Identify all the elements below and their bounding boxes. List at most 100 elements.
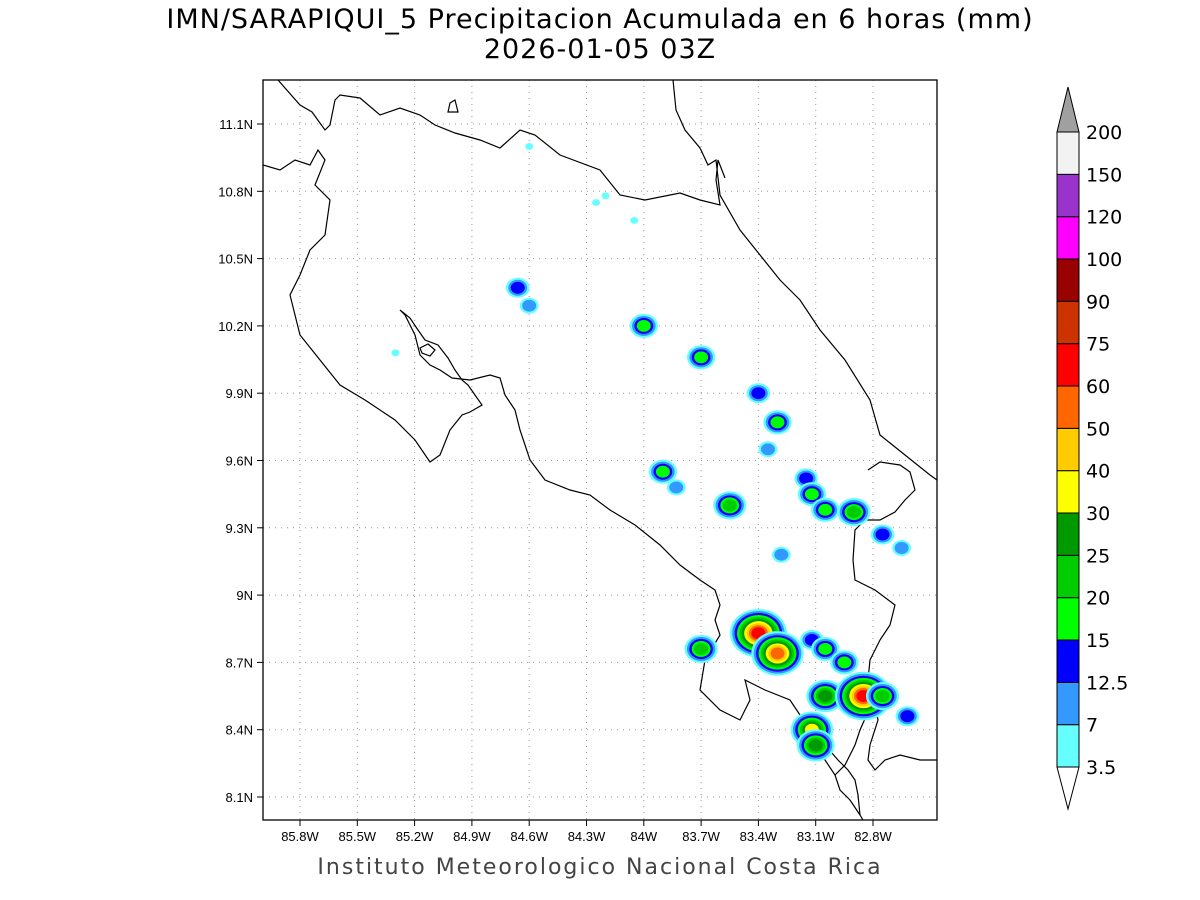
rain-cell [686,345,716,370]
rain-cell [666,479,686,496]
colorbar-swatch [1056,216,1080,260]
rain-cell [763,410,792,435]
rain-contour [818,642,833,655]
rain-contour [846,506,861,519]
rain-cell [592,199,601,206]
rain-contour [875,690,890,702]
rain-cell [771,546,791,563]
colorbar-level-label: 12.5 [1086,672,1128,694]
colorbar-level-label: 90 [1086,291,1110,313]
map-title: IMN/SARAPIQUI_5 Precipitacion Acumulada … [166,4,1034,35]
rain-contour [522,299,537,312]
rain-contour [818,503,833,516]
rain-cell [806,679,845,713]
rain-cell [892,540,912,556]
colorbar-swatch [1056,724,1080,768]
colorbar-level-label: 200 [1086,122,1122,144]
lat-tick-label: 9.6N [226,454,253,469]
rain-cell [391,349,400,357]
rain-cell [837,497,871,527]
rain-contour [694,351,709,364]
colorbar-swatch [1056,681,1080,726]
lon-tick-label: 84.3W [568,829,606,844]
rain-cell [865,681,900,711]
rain-cell [870,524,895,545]
lon-tick-label: 85.5W [339,829,377,844]
rain-contour [601,192,610,200]
lat-tick-label: 10.5N [218,252,253,267]
lon-tick-label: 85.2W [396,829,434,844]
map-subtitle-datetime: 2026-01-05 03Z [483,34,717,65]
caribbean-coast-north [672,80,937,481]
colorbar-swatch [1056,470,1080,514]
rain-contour [774,548,789,561]
lat-tick-label: 9N [236,588,253,603]
lat-tick-label: 10.2N [218,319,253,334]
rain-contour [510,281,525,294]
map-axes: 85.8W 85.5W 85.2W 84.9W 84.6W 84.3W 84W 83.7W 83… [218,117,892,844]
rain-contour [770,416,785,429]
colorbar-swatch [1056,258,1080,302]
lat-tick-label: 9.9N [226,386,253,401]
colorbar-under-arrow [1056,766,1080,811]
rain-contour [630,217,639,224]
colorbar-swatch [1056,554,1080,599]
lon-tick-label: 85.8W [281,829,319,844]
colorbar-level-label: 50 [1086,418,1110,440]
rain-contour [837,656,852,669]
rain-contour [875,528,890,541]
colorbar-swatch [1056,173,1080,218]
colorbar-level-label: 100 [1086,249,1122,271]
rain-cell [830,650,859,675]
colorbar-level-label: 25 [1086,545,1110,567]
rain-cell [746,383,771,404]
colorbar-level-label: 40 [1086,461,1110,483]
rain-cell [629,313,658,338]
lon-tick-label: 82.8W [854,829,892,844]
rain-cell [751,631,804,676]
lon-tick-label: 83.1W [797,829,835,844]
rain-cell [519,297,539,314]
rain-cell [811,636,840,662]
rain-cell [505,277,530,298]
rain-contour [592,199,601,206]
colorbar-swatch [1056,427,1080,472]
colorbar-swatch [1056,131,1080,175]
nicaragua-border-line [277,80,726,206]
rain-cell [525,143,534,150]
rain-contour [525,143,534,150]
lon-tick-label: 84.6W [510,829,548,844]
footer-credit: Instituto Meteorologico Nacional Costa R… [317,855,883,880]
rain-cell [630,217,639,224]
map-grid [263,80,937,820]
colorbar-level-label: 30 [1086,503,1110,525]
rain-cell [895,706,920,727]
rain-contour [894,542,909,554]
rain-contour [808,739,823,752]
colorbar-level-label: 15 [1086,630,1110,652]
rain-contour [655,465,670,478]
lon-tick-label: 84.9W [453,829,491,844]
rain-contour [760,443,775,456]
rain-cell [796,729,835,762]
colorbar-swatch [1056,343,1080,387]
rain-contour [818,690,833,702]
rain-contour [669,481,684,494]
precipitation-layer [391,143,920,762]
map-frame [262,79,938,821]
rain-contour [900,710,915,723]
lat-tick-label: 9.3N [226,521,253,536]
colorbar-swatch [1056,639,1080,683]
lon-tick-label: 83.4W [740,829,778,844]
colorbar-swatch [1056,597,1080,641]
colorbar-swatch [1056,512,1080,556]
rain-contour [751,387,766,400]
panama-border-line [852,461,916,706]
lake-island [447,99,459,113]
rain-cell [601,192,610,200]
pacific-coast-nicoya [263,148,864,820]
rain-cell [713,491,747,520]
gulf-island [419,343,436,357]
lon-tick-label: 83.7W [682,829,720,844]
